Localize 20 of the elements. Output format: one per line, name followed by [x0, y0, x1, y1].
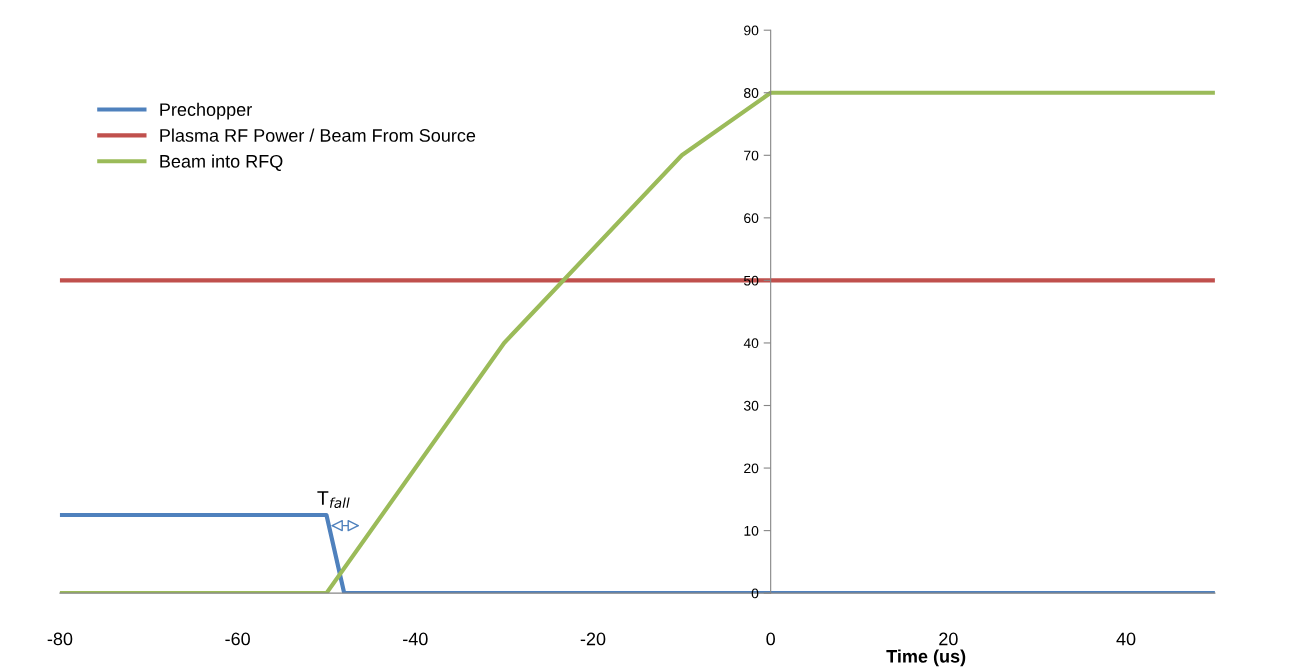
x-tick-label: -20: [580, 632, 606, 646]
x-tick-label: 0: [766, 632, 775, 646]
x-tick-label: -80: [47, 632, 73, 646]
y-tick-label: 30: [743, 400, 759, 411]
x-tick-label: 20: [939, 632, 958, 646]
x-tick-label: -40: [403, 632, 428, 646]
x-tick-label: -60: [225, 632, 250, 646]
y-tick-label: 20: [744, 463, 759, 474]
x-tick-label: 40: [1116, 632, 1136, 646]
y-tick-label: 90: [744, 25, 759, 36]
y-tick-label: 10: [744, 525, 759, 536]
legend-label: Plasma RF Power / Beam From Source: [160, 128, 476, 142]
y-tick-label: 70: [744, 150, 759, 161]
legend-label: Prechopper: [160, 102, 252, 120]
y-tick-label: 80: [744, 88, 759, 98]
x-axis-title: Time (us): [886, 649, 966, 667]
legend-label: Beam into RFQ: [160, 154, 283, 171]
y-tick-label: 60: [744, 213, 759, 224]
annotation: T$_{fall}$: [317, 491, 350, 509]
y-tick-label: 40: [743, 338, 759, 349]
